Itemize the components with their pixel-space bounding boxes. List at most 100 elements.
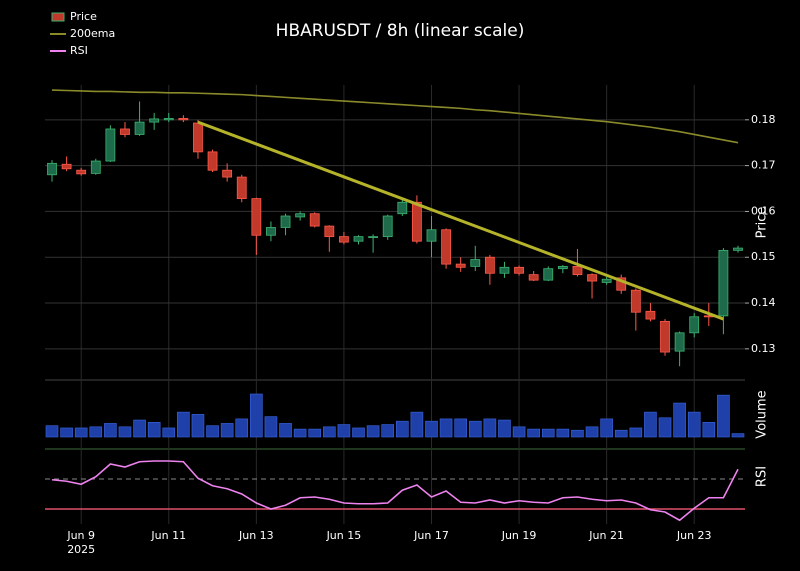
candle-body xyxy=(295,213,306,218)
x-tick-label: Jun 19 xyxy=(501,529,537,542)
candle-body xyxy=(193,122,203,153)
volume-bar xyxy=(323,426,336,438)
y-tick-label: 0.14 xyxy=(751,296,776,309)
volume-bar xyxy=(687,411,701,438)
candle-body xyxy=(309,213,320,227)
volume-bar xyxy=(614,429,628,438)
x-tick-label: Jun 15 xyxy=(326,529,362,542)
volume-bar xyxy=(498,419,511,438)
volume-bar xyxy=(74,427,88,438)
candle-body xyxy=(339,236,349,243)
volume-bar xyxy=(60,427,73,438)
rsi-axis-label: RSI xyxy=(755,466,770,487)
volume-bar xyxy=(235,418,249,438)
y-tick-label: 0.13 xyxy=(751,342,776,355)
volume-bar xyxy=(191,414,205,438)
candle-body xyxy=(645,310,656,320)
candle-body xyxy=(222,169,233,178)
candle-body xyxy=(382,215,393,238)
candle-body xyxy=(61,163,72,170)
candle-body xyxy=(543,268,554,281)
candle-body xyxy=(587,274,597,282)
candle-body xyxy=(689,316,700,334)
y-tick-label: 0.18 xyxy=(751,113,776,126)
candle-body xyxy=(470,259,481,267)
volume-bar xyxy=(337,424,351,438)
candle-body xyxy=(76,169,87,175)
candle-body xyxy=(441,229,451,265)
candle-body xyxy=(149,118,160,123)
candle-body xyxy=(353,236,364,242)
candle-body xyxy=(397,201,408,215)
volume-bar xyxy=(454,418,467,438)
volume-bar xyxy=(279,423,292,438)
volume-bar xyxy=(293,428,307,438)
candle-body xyxy=(455,263,466,268)
volume-bar xyxy=(644,411,657,438)
trend-line xyxy=(197,120,724,321)
volume-bar xyxy=(483,418,497,438)
volume-axis-label: Volume xyxy=(755,390,770,438)
legend-label: 200ema xyxy=(70,27,115,40)
volume-bar xyxy=(585,426,599,438)
x-tick-label: Jun 23 xyxy=(676,529,712,542)
volume-bar xyxy=(702,421,716,438)
candle-body xyxy=(528,274,539,281)
volume-bar xyxy=(425,420,438,438)
candle-body xyxy=(718,249,729,317)
candle-body xyxy=(280,215,291,228)
volume-bar xyxy=(45,425,59,438)
candle-body xyxy=(484,256,495,274)
volume-bar xyxy=(104,423,117,438)
candle-body xyxy=(601,278,612,283)
volume-bar xyxy=(731,433,745,438)
rsi-line xyxy=(51,460,739,522)
x-tick-label: Jun 13 xyxy=(238,529,274,542)
volume-bar xyxy=(177,411,190,438)
candle-body xyxy=(499,266,510,274)
volume-bar xyxy=(381,424,395,438)
x-tick-label: Jun 9 xyxy=(66,529,95,542)
candle-body xyxy=(105,128,116,162)
volume-bar xyxy=(439,418,453,438)
candle-body xyxy=(368,236,379,239)
volume-bar xyxy=(264,416,278,438)
candle-body xyxy=(411,201,422,242)
volume-bar xyxy=(162,427,176,438)
volume-bar xyxy=(352,427,365,438)
candle-body xyxy=(47,162,57,176)
legend-swatch xyxy=(51,12,65,22)
volume-bar xyxy=(629,427,643,438)
y-tick-label: 0.16 xyxy=(751,204,776,217)
year-label: 2025 xyxy=(67,543,95,556)
volume-bar xyxy=(250,393,263,438)
volume-bar xyxy=(89,426,103,438)
volume-bar xyxy=(118,426,132,438)
candle-body xyxy=(572,265,583,276)
volume-bar xyxy=(571,429,584,438)
volume-bar xyxy=(673,402,686,438)
legend-label: RSI xyxy=(70,44,88,57)
candle-body xyxy=(557,265,568,270)
volume-bar xyxy=(220,423,234,438)
volume-bar xyxy=(468,420,482,438)
candle-body xyxy=(120,128,130,135)
volume-bar xyxy=(600,418,613,438)
y-tick-label: 0.15 xyxy=(751,250,776,263)
candle-body xyxy=(178,118,189,121)
candle-body xyxy=(426,229,437,242)
x-tick-label: Jun 11 xyxy=(150,529,186,542)
candle-body xyxy=(236,176,247,200)
candle-body xyxy=(324,225,335,238)
legend-label: Price xyxy=(70,10,97,23)
candle-body xyxy=(134,121,145,135)
volume-bar xyxy=(410,411,424,438)
volume-bar xyxy=(556,428,570,438)
candle-body xyxy=(163,118,174,121)
x-tick-label: Jun 17 xyxy=(413,529,449,542)
ema-line xyxy=(51,89,739,144)
volume-bar xyxy=(395,420,409,438)
y-axis-label: Price xyxy=(755,207,770,239)
candle-body xyxy=(207,151,218,171)
volume-bar xyxy=(366,425,380,438)
